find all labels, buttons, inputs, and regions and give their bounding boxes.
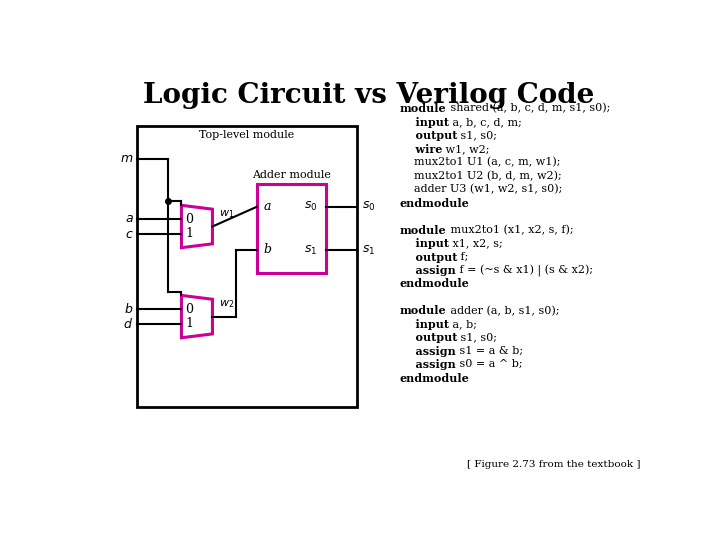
- Text: [ Figure 2.73 from the textbook ]: [ Figure 2.73 from the textbook ]: [467, 460, 640, 469]
- Text: input: input: [400, 319, 449, 330]
- Text: $m$: $m$: [120, 152, 133, 165]
- Text: $w_1$: $w_1$: [219, 208, 234, 220]
- Text: f = (~s & x1) | (s & x2);: f = (~s & x1) | (s & x2);: [456, 265, 593, 277]
- Text: a, b, c, d, m;: a, b, c, d, m;: [449, 117, 522, 127]
- Text: shared (a, b, c, d, m, s1, s0);: shared (a, b, c, d, m, s1, s0);: [446, 103, 610, 113]
- Text: x1, x2, s;: x1, x2, s;: [449, 238, 503, 248]
- Text: a, b;: a, b;: [449, 319, 477, 329]
- Text: adder U3 (w1, w2, s1, s0);: adder U3 (w1, w2, s1, s0);: [400, 184, 562, 194]
- Text: endmodule: endmodule: [400, 279, 469, 289]
- Text: endmodule: endmodule: [400, 373, 469, 384]
- Text: module: module: [400, 225, 446, 235]
- Text: mux2to1 (x1, x2, s, f);: mux2to1 (x1, x2, s, f);: [446, 225, 573, 235]
- Text: a: a: [264, 200, 271, 213]
- Text: adder (a, b, s1, s0);: adder (a, b, s1, s0);: [446, 306, 559, 316]
- Text: $s_1$: $s_1$: [305, 244, 318, 256]
- Text: $w_2$: $w_2$: [219, 299, 234, 310]
- Text: wire: wire: [400, 144, 442, 155]
- Text: 0: 0: [185, 213, 193, 226]
- Text: $a$: $a$: [125, 212, 133, 225]
- Text: endmodule: endmodule: [400, 198, 469, 208]
- Text: module: module: [400, 306, 446, 316]
- Text: output: output: [400, 130, 457, 141]
- Text: assign: assign: [400, 346, 456, 357]
- Text: mux2to1 U2 (b, d, m, w2);: mux2to1 U2 (b, d, m, w2);: [400, 171, 562, 181]
- Text: $d$: $d$: [123, 318, 133, 332]
- Bar: [256, 184, 326, 273]
- Text: $c$: $c$: [125, 228, 133, 241]
- Text: 0: 0: [185, 303, 193, 316]
- Polygon shape: [181, 295, 212, 338]
- Text: $s_0$: $s_0$: [304, 200, 318, 213]
- Bar: [137, 126, 357, 408]
- Text: Adder module: Adder module: [252, 170, 331, 179]
- Text: module: module: [400, 103, 446, 114]
- Text: input: input: [400, 117, 449, 128]
- Text: 1: 1: [185, 227, 193, 240]
- Text: s0 = a ^ b;: s0 = a ^ b;: [456, 359, 523, 369]
- Polygon shape: [181, 205, 212, 248]
- Text: input: input: [400, 238, 449, 249]
- Text: $s_1$: $s_1$: [362, 244, 375, 256]
- Text: output: output: [400, 333, 457, 343]
- Text: mux2to1 U1 (a, c, m, w1);: mux2to1 U1 (a, c, m, w1);: [400, 157, 560, 167]
- Text: s1, s0;: s1, s0;: [457, 130, 498, 140]
- Text: b: b: [264, 244, 271, 256]
- Text: 1: 1: [185, 317, 193, 330]
- Text: assign: assign: [400, 265, 456, 276]
- Text: f;: f;: [457, 252, 469, 261]
- Text: output: output: [400, 252, 457, 262]
- Text: Logic Circuit vs Verilog Code: Logic Circuit vs Verilog Code: [143, 82, 595, 109]
- Text: s1 = a & b;: s1 = a & b;: [456, 346, 523, 356]
- Text: assign: assign: [400, 359, 456, 370]
- Text: Top-level module: Top-level module: [199, 130, 294, 140]
- Text: w1, w2;: w1, w2;: [442, 144, 490, 154]
- Text: $s_0$: $s_0$: [362, 200, 376, 213]
- Text: $b$: $b$: [124, 302, 133, 316]
- Text: s1, s0;: s1, s0;: [457, 333, 498, 342]
